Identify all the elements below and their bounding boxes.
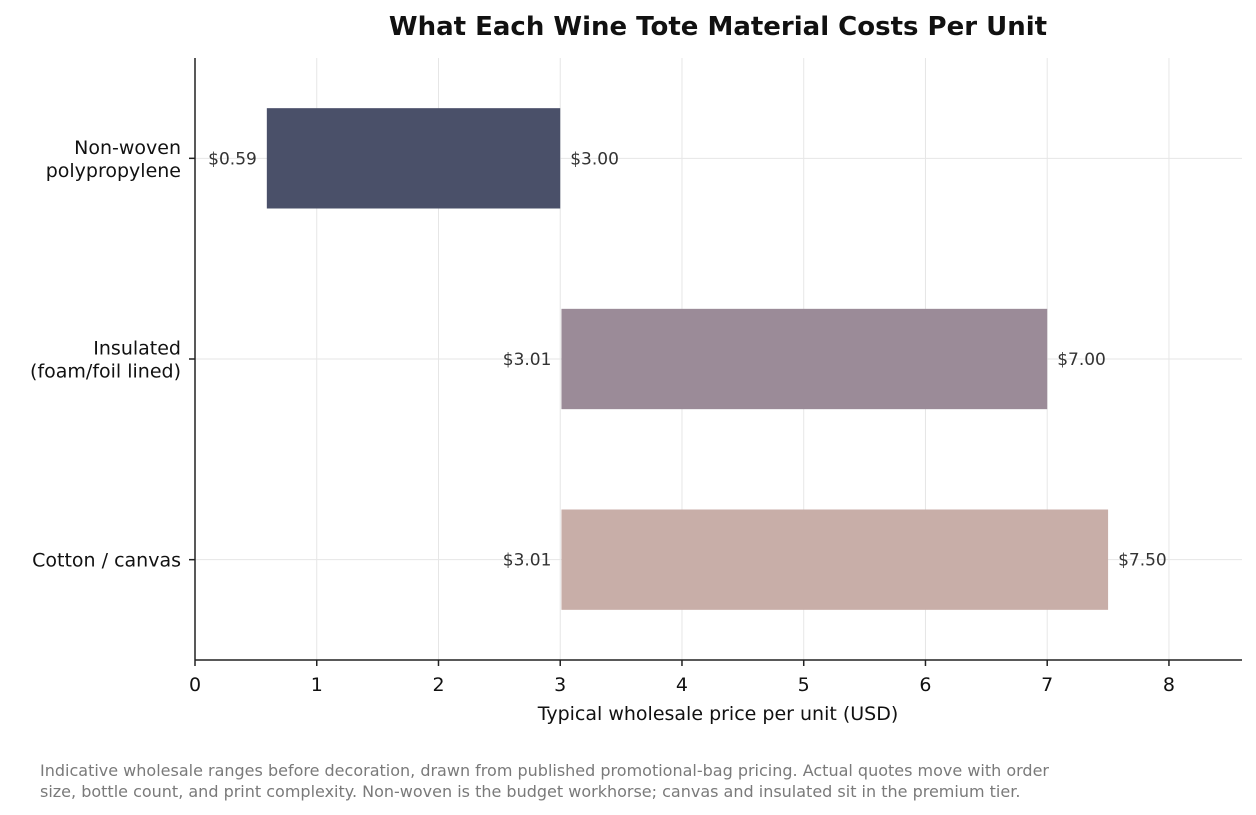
axes-layer <box>189 58 1242 666</box>
x-tick-label: 1 <box>311 674 323 696</box>
footnote-line: Indicative wholesale ranges before decor… <box>40 761 1050 780</box>
x-axis-label: Typical wholesale price per unit (USD) <box>537 703 899 725</box>
high-value-label: $7.00 <box>1057 350 1106 370</box>
low-value-label: $3.01 <box>503 551 552 571</box>
labels-layer: $0.59 $3.00 $3.01 $7.00 $3.01 $7.50 0 1 2 3 4 5 6 7 8 N… <box>30 137 1175 696</box>
category-label: Insulated <box>93 338 181 360</box>
range-bar <box>266 108 561 209</box>
footnote: Indicative wholesale ranges before decor… <box>40 760 1120 802</box>
category-label: Cotton / canvas <box>32 550 181 572</box>
high-value-label: $7.50 <box>1118 551 1167 571</box>
low-value-label: $0.59 <box>208 149 257 169</box>
x-tick-label: 4 <box>676 674 688 696</box>
x-tick-label: 0 <box>189 674 201 696</box>
category-label: Non-woven <box>74 137 181 159</box>
x-tick-label: 5 <box>798 674 810 696</box>
x-tick-label: 2 <box>432 674 444 696</box>
footnote-line: size, bottle count, and print complexity… <box>40 782 1021 801</box>
bars-layer <box>266 108 1109 610</box>
x-tick-label: 8 <box>1163 674 1175 696</box>
range-bar <box>561 509 1109 610</box>
range-bar <box>561 308 1048 410</box>
low-value-label: $3.01 <box>503 350 552 370</box>
x-tick-label: 6 <box>919 674 931 696</box>
x-tick-label: 7 <box>1041 674 1053 696</box>
x-tick-label: 3 <box>554 674 566 696</box>
high-value-label: $3.00 <box>570 149 619 169</box>
category-label: (foam/foil lined) <box>30 361 181 383</box>
category-label: polypropylene <box>46 160 181 182</box>
chart-title: What Each Wine Tote Material Costs Per U… <box>389 12 1047 42</box>
